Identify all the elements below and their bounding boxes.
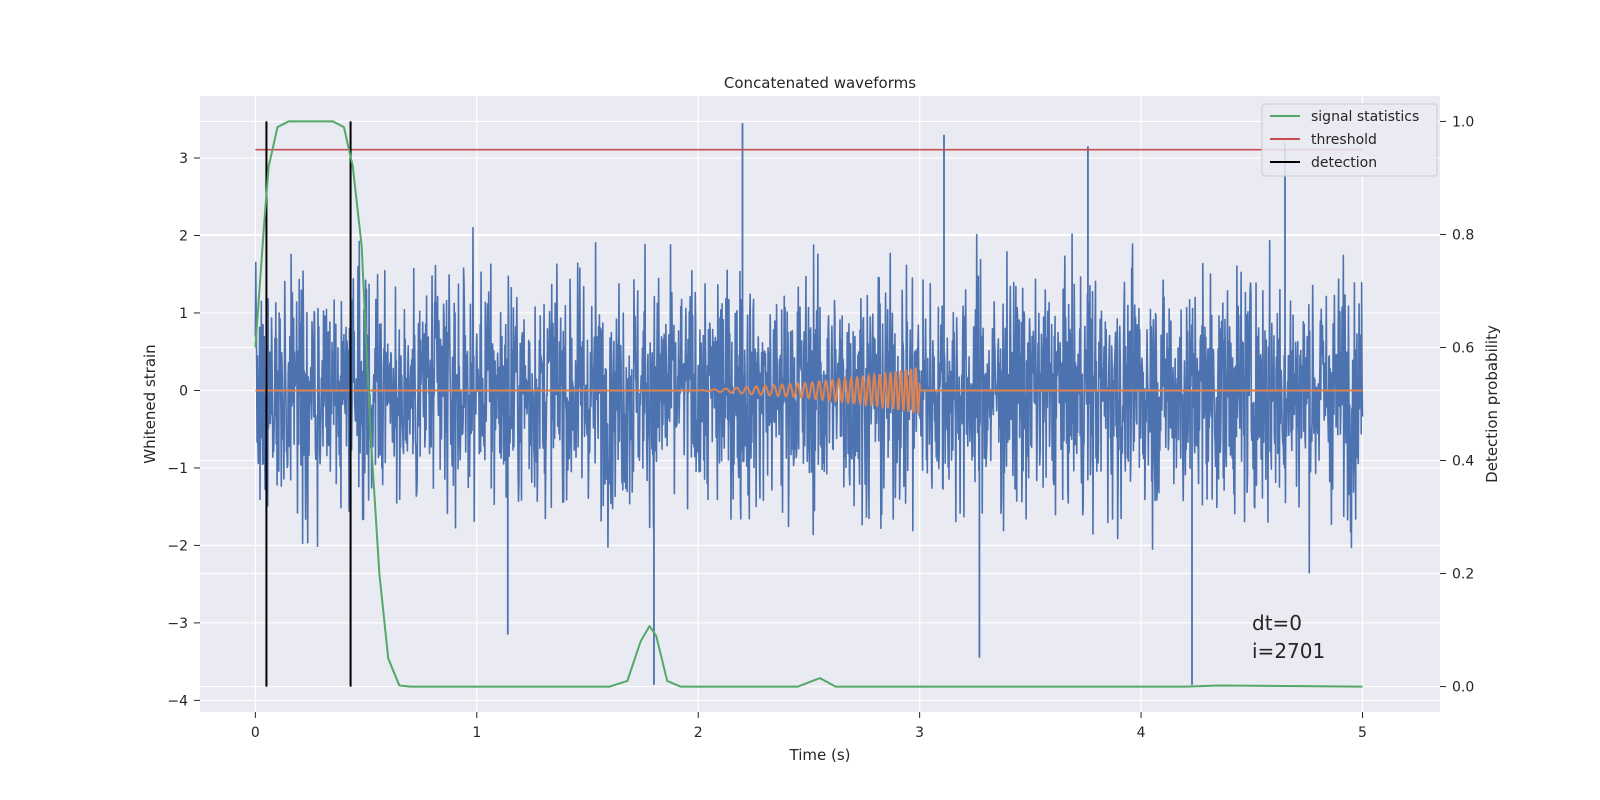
y-left-tick-label: 0 xyxy=(179,383,188,399)
y-left-tick-label: −2 xyxy=(167,538,188,554)
y-left-tick-label: −1 xyxy=(167,461,188,477)
y-right-tick-label: 0.2 xyxy=(1452,567,1474,583)
x-tick-label: 5 xyxy=(1358,725,1367,741)
axes: 0 1 2 3 4 5 −4 −3 −2 −1 0 1 2 3 0.0 0.2 0.4 0.6 0.8 1.0 xyxy=(167,114,1474,741)
y-left-tick-label: −3 xyxy=(167,616,188,632)
x-axis-label: Time (s) xyxy=(789,746,851,764)
y-right-tick-label: 1.0 xyxy=(1452,114,1474,130)
annotation-index: i=2701 xyxy=(1252,639,1325,663)
y-right-tick-label: 0.8 xyxy=(1452,227,1474,243)
legend-box xyxy=(1261,103,1438,177)
chirp-line xyxy=(255,367,1363,414)
y-left-tick-label: 1 xyxy=(179,306,188,322)
signal-statistics-line xyxy=(254,120,1363,688)
x-tick-label: 2 xyxy=(694,725,703,741)
y-left-tick-label: 3 xyxy=(179,151,188,167)
y-right-tick-label: 0.0 xyxy=(1452,680,1474,696)
y-right-tick-label: 0.4 xyxy=(1452,454,1474,470)
chart-title: Concatenated waveforms xyxy=(724,74,916,92)
x-tick-label: 3 xyxy=(915,725,924,741)
strain-noise-line xyxy=(254,226,1364,574)
series-layer xyxy=(254,120,1364,688)
y-axis-label-right: Detection probability xyxy=(1483,325,1501,483)
x-tick-label: 1 xyxy=(472,725,481,741)
y-left-tick-label: −4 xyxy=(167,693,188,709)
annotation: dt=0 i=2701 xyxy=(1252,611,1325,663)
legend-label-detection: detection xyxy=(1311,155,1377,171)
legend-label-signal-statistics: signal statistics xyxy=(1311,109,1419,125)
legend: signal statistics threshold detection xyxy=(1261,103,1438,177)
y-left-tick-label: 2 xyxy=(179,228,188,244)
y-axis-label-left: Whitened strain xyxy=(141,344,159,463)
x-tick-label: 0 xyxy=(251,725,260,741)
x-tick-label: 4 xyxy=(1137,725,1146,741)
annotation-dt: dt=0 xyxy=(1252,611,1302,635)
legend-label-threshold: threshold xyxy=(1311,132,1377,148)
y-right-tick-label: 0.6 xyxy=(1452,340,1474,356)
